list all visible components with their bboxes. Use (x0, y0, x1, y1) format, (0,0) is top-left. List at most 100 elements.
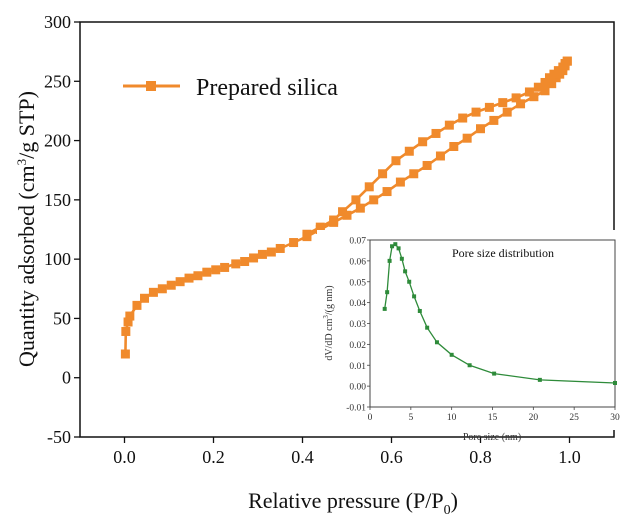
pore-size-point (492, 371, 497, 376)
x-tick-label: 0.6 (380, 447, 403, 467)
inset-title: Pore size distribution (452, 246, 554, 260)
inset-x-axis-label: Pore size (nm) (463, 432, 521, 443)
pore-size-point (407, 279, 412, 284)
x-tick-label: 0.8 (469, 447, 492, 467)
pore-size-point (417, 308, 422, 313)
main-axes: 0.0 0.2 0.4 0.6 0.8 1.0 -50 0 50 100 150 200 250 300 (44, 12, 581, 467)
pore-size-point (467, 363, 472, 368)
desorption-point (540, 77, 550, 87)
adsorption-point (355, 203, 365, 213)
desorption-point (302, 229, 312, 239)
desorption-point (391, 156, 401, 166)
adsorption-point (125, 311, 135, 321)
y-tick-label: 150 (44, 190, 71, 210)
pore-size-point (399, 256, 404, 261)
x-axis-label-text: Relative pressure (P/P (248, 488, 444, 513)
x-tick-label: 1.0 (558, 447, 581, 467)
inset-y-axis-label: dV/dD cm3/(g nm) (322, 285, 335, 360)
inset-y-axis-label-close: /(g nm) (324, 285, 335, 315)
adsorption-point (395, 177, 405, 187)
adsorption-point (266, 247, 276, 257)
isotherm-series (120, 56, 572, 359)
adsorption-point (435, 151, 445, 161)
pore-size-point (382, 306, 387, 311)
pore-size-point (390, 244, 395, 249)
adsorption-point (240, 257, 250, 267)
pore-size-point (449, 352, 454, 357)
y-tick-label: 50 (53, 308, 71, 328)
legend: Prepared silica (123, 75, 338, 101)
adsorption-point (220, 262, 230, 272)
inset-y-axis-label-text: dV/dD cm (324, 318, 335, 360)
adsorption-point (202, 267, 212, 277)
inset-y-tick-label: 0.05 (349, 278, 366, 288)
desorption-point (471, 107, 481, 117)
desorption-point (431, 128, 441, 138)
adsorption-point (184, 273, 194, 283)
desorption-point (524, 87, 534, 97)
y-axis-label-close: /g STP) (14, 91, 39, 159)
adsorption-point (120, 349, 130, 359)
pore-size-point (434, 340, 439, 345)
desorption-point (338, 207, 348, 217)
inset-y-tick-label: 0.02 (349, 341, 366, 351)
adsorption-point (132, 300, 142, 310)
x-tick-label: 0.4 (291, 447, 314, 467)
y-axis-label-sup: 3 (14, 159, 29, 166)
y-tick-label: 250 (44, 71, 71, 91)
inset-x-tick-label: 10 (447, 413, 457, 423)
plot-frame (79, 21, 615, 438)
y-axis-label: Quantity adsorbed (cm3/g STP) (14, 91, 39, 367)
adsorption-point (121, 326, 131, 336)
adsorption-point (148, 287, 158, 297)
pore-size-point (613, 380, 617, 385)
desorption-point (444, 120, 454, 130)
pore-size-point (385, 290, 390, 295)
y-tick-label: 100 (44, 249, 71, 269)
x-axis-label-close: ) (451, 488, 458, 513)
desorption-point (329, 215, 339, 225)
adsorption-point (529, 92, 539, 102)
inset-x-tick-label: 15 (488, 413, 498, 423)
adsorption-point (540, 86, 550, 96)
adsorption-point (489, 115, 499, 125)
pore-size-inset: 0 5 10 15 20 25 30 -0.01 0.00 0.01 0.02 0.03 0.04 0.0… (317, 230, 624, 443)
x-axis-label: Relative pressure (P/P0) (248, 488, 458, 517)
y-tick-label: 0 (62, 368, 71, 388)
inset-background (317, 230, 624, 430)
adsorption-point (175, 277, 185, 287)
desorption-point (418, 137, 428, 147)
inset-y-tick-label: 0.03 (349, 320, 366, 330)
desorption-point (533, 82, 543, 92)
inset-x-tick-label: 30 (610, 413, 620, 423)
y-tick-label: -50 (47, 427, 71, 447)
desorption-point (378, 169, 388, 179)
pore-size-point (412, 294, 417, 299)
pore-size-point (387, 258, 392, 263)
pore-size-series (382, 242, 617, 385)
adsorption-point (249, 253, 259, 263)
legend-label: Prepared silica (196, 75, 338, 101)
adsorption-point (157, 284, 167, 294)
adsorption-point (257, 249, 267, 259)
adsorption-point (123, 317, 133, 327)
inset-y-tick-label: -0.01 (346, 404, 366, 414)
y-tick-label: 200 (44, 131, 71, 151)
adsorption-point (140, 293, 150, 303)
adsorption-point (502, 107, 512, 117)
adsorption-point (231, 259, 241, 269)
adsorption-point (193, 271, 203, 281)
pore-size-point (393, 242, 398, 247)
desorption-point (498, 98, 508, 108)
desorption-point (351, 195, 361, 205)
desorption-point (544, 73, 554, 83)
pore-size-point (396, 246, 401, 251)
x-tick-label: 0.0 (113, 447, 136, 467)
y-tick-label: 300 (44, 12, 71, 32)
x-axis-label-sub: 0 (444, 503, 451, 517)
adsorption-point (462, 133, 472, 143)
adsorption-point (275, 243, 285, 253)
inset-y-tick-label: 0.07 (349, 237, 366, 247)
x-tick-label: 0.2 (202, 447, 225, 467)
inset-y-tick-label: 0.01 (349, 362, 366, 372)
